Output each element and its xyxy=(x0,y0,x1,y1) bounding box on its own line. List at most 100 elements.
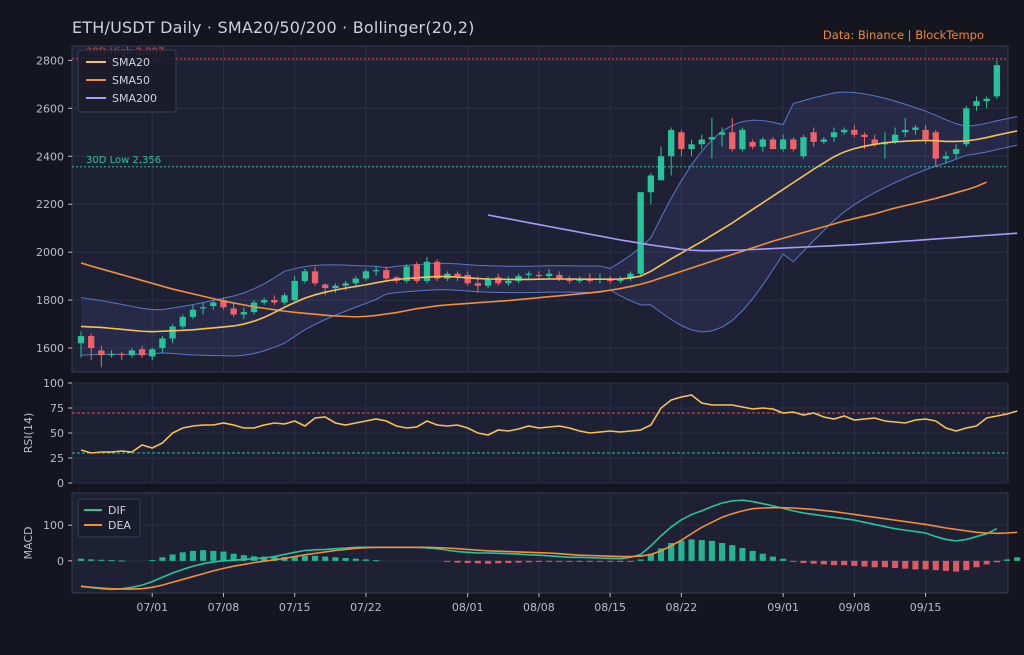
macd-histogram-bar xyxy=(617,560,624,562)
rsi-tick-label: 100 xyxy=(43,377,64,390)
macd-histogram-bar xyxy=(464,560,471,563)
candle-body xyxy=(891,134,899,142)
candle-body xyxy=(922,129,929,140)
macd-histogram-bar xyxy=(210,550,217,561)
candle-body xyxy=(525,273,532,275)
x-tick-label: 07/15 xyxy=(279,601,311,614)
candle-body xyxy=(952,149,960,154)
macd-tick-label: 0 xyxy=(57,555,64,568)
macd-histogram-bar xyxy=(200,550,207,561)
candle-body xyxy=(169,326,176,339)
x-tick-label: 08/15 xyxy=(594,601,626,614)
candle-body xyxy=(963,108,970,145)
macd-histogram-bar xyxy=(1003,559,1011,561)
macd-histogram-bar xyxy=(271,556,278,561)
macd-histogram-bar xyxy=(179,552,186,561)
legend-label: SMA50 xyxy=(112,74,150,87)
macd-histogram-bar xyxy=(220,551,227,561)
candle-body xyxy=(291,280,298,301)
candle-body xyxy=(433,261,441,279)
candle-body xyxy=(698,139,705,145)
candle-body xyxy=(505,280,512,284)
legend-label: DEA xyxy=(108,519,131,532)
candle-body xyxy=(281,295,288,303)
rsi-tick-label: 75 xyxy=(50,402,64,415)
macd-histogram-bar xyxy=(657,548,665,561)
candle-body xyxy=(403,266,410,281)
macd-histogram-bar xyxy=(505,560,512,563)
candle-body xyxy=(240,312,247,315)
macd-histogram-bar xyxy=(668,543,675,561)
price-legend xyxy=(77,49,177,113)
macd-histogram-bar xyxy=(352,558,359,561)
candle-body xyxy=(138,349,146,356)
candle-body xyxy=(149,349,156,357)
candle-body xyxy=(800,137,807,157)
macd-histogram-bar xyxy=(678,540,685,561)
candle-body xyxy=(271,300,278,303)
macd-histogram-bar xyxy=(566,560,573,562)
sma200-line xyxy=(487,214,1018,252)
macd-histogram-bar xyxy=(841,560,848,566)
macd-legend xyxy=(77,498,141,538)
candle-body xyxy=(128,350,136,356)
macd-histogram-bar xyxy=(902,560,909,569)
candle-body xyxy=(311,271,319,284)
candle-body xyxy=(729,132,736,150)
macd-dea-line xyxy=(80,506,1018,590)
macd-histogram-bar xyxy=(1014,557,1021,561)
macd-histogram-bar xyxy=(830,560,838,566)
macd-histogram-bar xyxy=(77,558,85,561)
candle-body xyxy=(739,129,746,150)
rsi-tick-label: 0 xyxy=(57,477,64,490)
macd-tick-label: 100 xyxy=(43,519,64,532)
macd-histogram-bar xyxy=(932,560,939,571)
candle-body xyxy=(545,273,553,277)
macd-histogram-bar xyxy=(474,560,481,564)
candle-body xyxy=(718,132,726,135)
macd-histogram-bar xyxy=(149,560,156,562)
candle-body xyxy=(678,132,685,150)
macd-histogram-bar xyxy=(708,540,715,561)
candle-body xyxy=(332,285,339,289)
macd-histogram-bar xyxy=(739,548,746,561)
candle-body xyxy=(484,278,492,286)
macd-histogram-bar xyxy=(973,560,980,568)
legend-label: SMA200 xyxy=(112,92,157,105)
macd-histogram-bar xyxy=(892,560,899,568)
candle-body xyxy=(199,307,207,309)
price-tick-label: 2600 xyxy=(36,102,64,115)
candle-body xyxy=(383,270,390,279)
price-tick-label: 1600 xyxy=(36,342,64,355)
candle-body xyxy=(688,144,695,150)
x-tick-label: 09/08 xyxy=(839,601,871,614)
macd-histogram-bar xyxy=(596,560,604,562)
macd-histogram-bar xyxy=(240,555,247,561)
macd-histogram-bar xyxy=(963,560,970,571)
candle-body xyxy=(474,283,482,286)
macd-histogram-bar xyxy=(698,540,705,561)
macd-histogram-bar xyxy=(637,559,644,561)
sma50-line xyxy=(80,181,987,318)
macd-histogram-bar xyxy=(342,558,349,561)
candle-body xyxy=(769,139,777,150)
candle-body xyxy=(790,139,797,150)
macd-histogram-bar xyxy=(332,557,339,561)
macd-histogram-bar xyxy=(871,560,878,568)
candle-body xyxy=(301,271,309,281)
macd-histogram-bar xyxy=(719,543,726,561)
bollinger-upper-line xyxy=(80,91,1018,311)
candle-body xyxy=(932,132,939,159)
bollinger-lower-line xyxy=(80,144,1018,357)
macd-histogram-bar xyxy=(993,560,1000,563)
legend-label: DIF xyxy=(108,504,126,517)
macd-histogram-bar xyxy=(108,560,115,562)
price-panel xyxy=(71,45,1009,373)
macd-histogram-bar xyxy=(311,555,319,561)
rsi-axis-label: RSI(14) xyxy=(22,413,35,453)
macd-histogram-bar xyxy=(881,560,888,568)
price-tick-label: 2800 xyxy=(36,54,64,67)
macd-histogram-bar xyxy=(647,553,654,561)
candle-body xyxy=(759,139,766,147)
